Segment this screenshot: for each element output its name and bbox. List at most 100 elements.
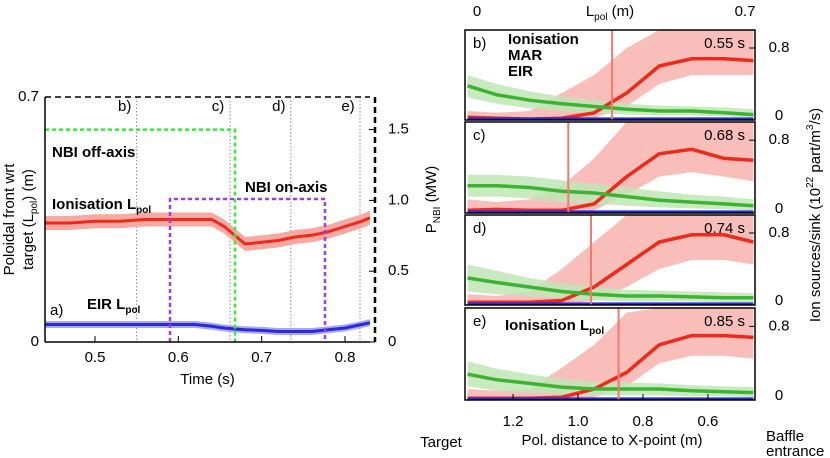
y-tick-label: 0 bbox=[775, 107, 783, 124]
panel-frame bbox=[464, 121, 756, 214]
profile-line bbox=[467, 84, 754, 117]
panel bbox=[467, 30, 754, 120]
y2-tick-label: 0.5 bbox=[388, 262, 409, 279]
profile-line bbox=[467, 276, 754, 300]
y-axis-title: target (Lpol) (m) bbox=[20, 169, 40, 270]
y-tick-label: 0 bbox=[775, 292, 783, 309]
y-tick-label: 0.8 bbox=[769, 317, 790, 334]
y-axis-title-part: /s) bbox=[807, 108, 824, 125]
x-tick-label: 0.8 bbox=[633, 413, 654, 430]
y-axis-title-part: target (L bbox=[20, 214, 37, 270]
nbi-power-line bbox=[45, 128, 237, 342]
y2-axis-title-sub: NBI bbox=[432, 207, 443, 224]
annotation-sub: pol bbox=[136, 205, 151, 216]
uncertainty-band bbox=[467, 264, 754, 303]
profile-line bbox=[467, 183, 754, 208]
panel-frame bbox=[464, 29, 756, 121]
panel-time: 0.68 s bbox=[704, 127, 745, 144]
annotation-part: NBI off-axis bbox=[52, 144, 135, 161]
y-tick-label: 0.8 bbox=[769, 224, 790, 241]
uncertainty-band bbox=[467, 30, 754, 120]
legend-entry: Ionisation bbox=[508, 31, 579, 48]
panel-note-part: Ionisation L bbox=[505, 317, 589, 334]
x-tick-label: 0.6 bbox=[168, 349, 189, 366]
front-line bbox=[45, 321, 371, 333]
panel-time: 0.85 s bbox=[704, 313, 745, 330]
y2-axis-title-part: P bbox=[423, 223, 440, 233]
panel-label: e) bbox=[473, 313, 486, 330]
x-axis-title-part: Time (s) bbox=[180, 371, 234, 388]
annotation: NBI off-axis bbox=[52, 144, 135, 161]
annotation: NBI on-axis bbox=[245, 179, 328, 196]
y-axis-title-part: Ion sources/sink (10 bbox=[807, 188, 824, 322]
x-axis-title-part: Pol. distance to X-point (m) bbox=[522, 432, 703, 449]
panel-time: 0.55 s bbox=[704, 35, 745, 52]
uncertainty-band bbox=[467, 308, 754, 400]
x-tick-label: 0.5 bbox=[85, 349, 106, 366]
x2-tick-label: 0 bbox=[473, 3, 481, 20]
y-axis-title: Ion sources/sink (1022 part/m3/s) bbox=[805, 108, 824, 322]
nbi-power-line bbox=[168, 197, 327, 342]
y2-axis-title-part: (MW) bbox=[423, 166, 440, 207]
x-axis-title: Pol. distance to X-point (m) bbox=[522, 432, 703, 449]
x-tick-label: 0.7 bbox=[251, 349, 272, 366]
time-marker-label: b) bbox=[118, 98, 131, 115]
x-tick-label: 1.2 bbox=[503, 413, 524, 430]
legend-entry: EIR bbox=[508, 63, 533, 80]
uncertainty-band bbox=[45, 210, 370, 251]
legend-entry: MAR bbox=[508, 47, 542, 64]
annotation: a) bbox=[50, 302, 63, 319]
y-axis-title-sup: 3 bbox=[805, 124, 816, 130]
x2-tick-label: 0.7 bbox=[735, 3, 756, 20]
x2-axis-title-part: (m) bbox=[608, 3, 635, 20]
y-tick-label: 0 bbox=[775, 200, 783, 217]
annotation-part: a) bbox=[50, 302, 63, 319]
annotation: Ionisation Lpol bbox=[52, 196, 151, 216]
y2-tick-label: 1.0 bbox=[388, 191, 409, 208]
y-tick-label: 0 bbox=[775, 387, 783, 404]
x-axis-title: Time (s) bbox=[180, 371, 234, 388]
annotation: EIR Lpol bbox=[87, 296, 141, 316]
annotation-sub: pol bbox=[125, 305, 140, 316]
panel-note: Ionisation Lpol bbox=[505, 317, 604, 337]
y-tick-label: 0.8 bbox=[769, 131, 790, 148]
annotation-part: EIR L bbox=[87, 296, 125, 313]
panel-note-sub: pol bbox=[589, 326, 604, 337]
panel bbox=[467, 215, 754, 305]
time-marker-label: e) bbox=[341, 98, 354, 115]
profile-line bbox=[467, 372, 754, 395]
panel bbox=[467, 122, 754, 213]
baffle-label: entrance bbox=[766, 443, 824, 458]
y-axis-title: Poloidal front wrt bbox=[1, 163, 18, 276]
y-tick-label: 0.7 bbox=[18, 88, 39, 105]
target-label: Target bbox=[420, 434, 463, 451]
panel-label: b) bbox=[473, 35, 486, 52]
y-axis-title-part: part/m bbox=[807, 130, 824, 177]
y-tick-label: 0 bbox=[31, 333, 39, 350]
x-tick-label: 0.8 bbox=[335, 349, 356, 366]
x2-axis-title-sub: pol bbox=[594, 12, 607, 23]
uncertainty-band bbox=[467, 122, 754, 213]
baffle-label: Baffle bbox=[766, 428, 804, 445]
profile-line bbox=[467, 147, 754, 213]
y-tick-label: 0.8 bbox=[769, 39, 790, 56]
x2-axis-title: Lpol (m) bbox=[586, 3, 634, 23]
uncertainty-band bbox=[467, 361, 754, 398]
uncertainty-band bbox=[467, 75, 754, 118]
y-axis-title-sub: pol bbox=[29, 201, 40, 214]
x2-axis-title-part: L bbox=[586, 3, 594, 20]
time-marker-label: c) bbox=[212, 98, 225, 115]
panel-time: 0.74 s bbox=[704, 220, 745, 237]
annotation-part: Ionisation L bbox=[52, 196, 136, 213]
x-tick-label: 1.0 bbox=[568, 413, 589, 430]
y2-tick-label: 1.5 bbox=[388, 121, 409, 138]
y2-axis-title: PNBI (MW) bbox=[423, 166, 443, 234]
y-axis-title-part: Poloidal front wrt bbox=[1, 163, 18, 276]
panel-frame bbox=[464, 307, 756, 401]
y-axis-title-part: ) (m) bbox=[20, 169, 37, 201]
panel-label: c) bbox=[473, 127, 486, 144]
time-marker-label: d) bbox=[272, 98, 285, 115]
panel-label: d) bbox=[473, 220, 486, 237]
y-axis-title-sup: 22 bbox=[805, 176, 816, 188]
